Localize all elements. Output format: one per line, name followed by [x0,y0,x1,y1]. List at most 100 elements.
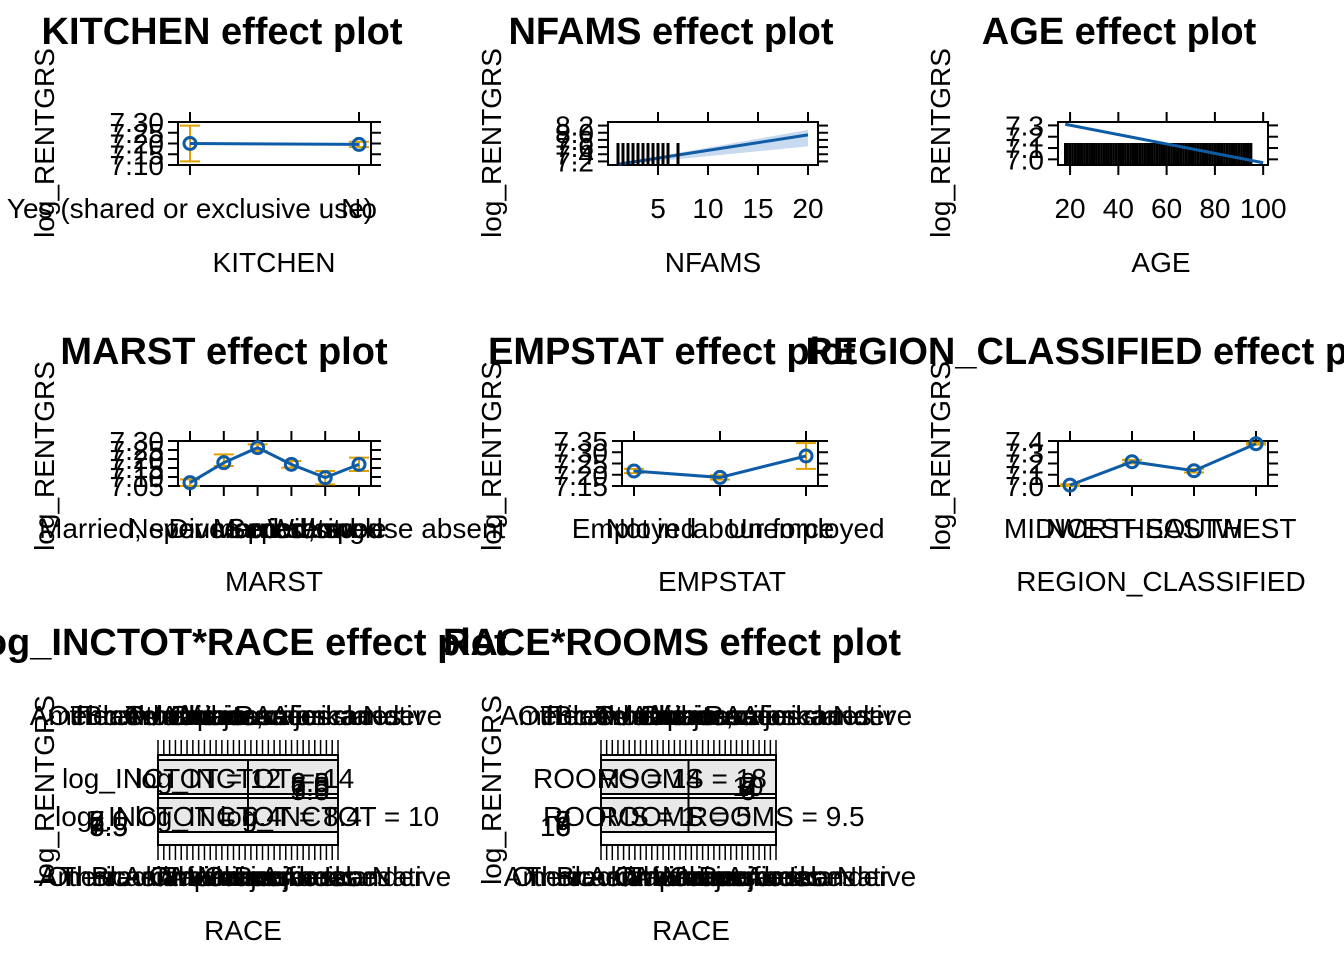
y-tick-label: 7.2 [1005,449,1044,480]
race-tick-label-top: Other Asian or Pacific Islander [48,700,425,731]
y-tick-label-right: 6.0 [291,771,330,802]
x-tick-label: WEST [1216,513,1297,544]
y-tick-label-right: 6 [740,775,756,806]
effect-panel-4: MARST effect plotlog_RENTGRSMARST7.057.1… [29,331,506,597]
plot-frame [607,121,819,166]
panel-title: EMPSTAT effect plot [488,331,856,373]
strip-label: log_INCTOT = 12 [62,763,281,794]
x-tick-label: SOUTH [1145,513,1243,544]
race-tick-label-bottom: Black/African American [91,861,379,892]
race-tick-label-top: Other race, nec [124,700,317,731]
race-tick-label-top: White [654,700,726,731]
y-tick-label: 7.2 [555,146,594,177]
x-tick-label: Unemployed [727,513,884,544]
x-tick-label: 100 [1240,193,1287,224]
panel-title: NFAMS effect plot [508,11,833,53]
effect-point [1062,477,1078,493]
race-tick-label-bottom: Three or more major races [59,861,390,892]
y-tick-label: 7.15 [110,453,165,484]
y-tick-label: 7.15 [110,139,165,170]
race-tick-label-bottom: American Indian or Alaska Native [39,861,451,892]
y-tick-label: 7.1 [1005,460,1044,491]
effect-line [189,142,360,146]
y-tick-label-right: 7 [740,771,756,802]
x-axis-label: REGION_CLASSIFIED [1016,566,1305,597]
x-tick-label: Yes (shared or exclusive use) [7,193,373,224]
x-axis-label: AGE [1131,247,1190,278]
effect-point [182,475,198,491]
effect-panel-8: RACE*ROOMS effect plot log_RENTGRS RACE Whi… [443,622,916,946]
x-tick-label: Widowed [268,513,383,544]
y-tick-label: 7.0 [89,805,128,836]
race-tick-label-bottom: Chinese [669,861,772,892]
y-tick-label: 7.15 [554,471,609,502]
y-tick-label: 7.0 [1005,144,1044,175]
race-tick-label-bottom: White [654,861,726,892]
y-tick-label: 8.0 [89,805,128,836]
x-axis-label: RACE [204,915,282,946]
x-tick-label: No [341,193,377,224]
y-axis-label: log_RENTGRS [29,695,60,885]
y-tick-label: 7.1 [1005,133,1044,164]
x-axis-label: MARST [225,566,323,597]
strip-label: ROOMS = 14 [533,763,702,794]
effect-point [283,456,299,472]
y-tick-label: 8.0 [555,118,594,149]
y-tick-label: 9 [555,805,571,836]
y-tick-label: 7.25 [110,118,165,149]
plot-frame [177,440,372,487]
x-axis-label: KITCHEN [213,247,336,278]
y-tick-label-right: 9 [740,775,756,806]
race-tick-label-top: Three or more major races [540,700,871,731]
effect-point [1124,454,1140,470]
x-tick-label: 60 [1151,193,1182,224]
race-tick-label-top: Other race, nec [594,700,787,731]
y-tick-label: 7.35 [554,426,609,457]
effect-line [1069,442,1257,487]
effect-point [216,455,232,471]
y-tick-label: 7.5 [89,811,128,842]
y-tick-label: 7.3 [1005,110,1044,141]
y-axis-label: log_RENTGRS [476,361,507,551]
y-tick-label: 7.20 [110,444,165,475]
x-tick-label: Employed [572,513,697,544]
y-tick-label: 7.20 [554,460,609,491]
y-tick-label-right: 7.5 [291,771,330,802]
y-tick-label: 6 [555,811,571,842]
effect-line [1064,122,1264,165]
y-tick-label-right: 10 [732,771,763,802]
y-tick-label: 7.2 [1005,122,1044,153]
race-tick-label-top: Japanese [637,700,758,731]
strip-label: ROOMS = 9.5 [688,801,865,832]
y-tick-label: 10 [540,811,571,842]
x-tick-label: Not in labour force [606,513,835,544]
effect-point [182,136,198,151]
x-tick-label: NORTHEAST [1046,513,1218,544]
panel-title: AGE effect plot [982,11,1257,53]
effect-point [317,470,333,486]
y-axis-label: log_RENTGRS [925,48,956,238]
race-tick-label-bottom: Two major races [617,861,822,892]
strip-label: log_INCTOT = 14 [135,763,354,794]
y-axis-label: log_RENTGRS [476,48,507,238]
y-tick-label: 7.25 [554,449,609,480]
y-tick-label-right: 8 [740,767,756,798]
y-tick-label: 7.4 [1005,426,1044,457]
race-tick-label-top: Japanese [167,700,288,731]
race-tick-label-top: Black/African American [554,700,842,731]
effect-point [1248,436,1264,452]
y-tick-label-right: 8.0 [291,767,330,798]
y-tick-label: 6.5 [89,811,128,842]
race-tick-label-top: Two major races [125,700,330,731]
y-tick-label: 7.30 [110,107,165,138]
race-tick-label-bottom: Black/African American [556,861,844,892]
panel-title: REGION_CLASSIFIED effect plot [805,331,1344,373]
x-tick-label: Married, spouse present [39,513,341,544]
x-axis-label: NFAMS [665,247,761,278]
x-tick-label: Married, spouse absent [213,513,506,544]
x-tick-label: 10 [692,193,723,224]
x-tick-label: MIDWEST [1004,513,1136,544]
y-tick-label: 8 [555,811,571,842]
